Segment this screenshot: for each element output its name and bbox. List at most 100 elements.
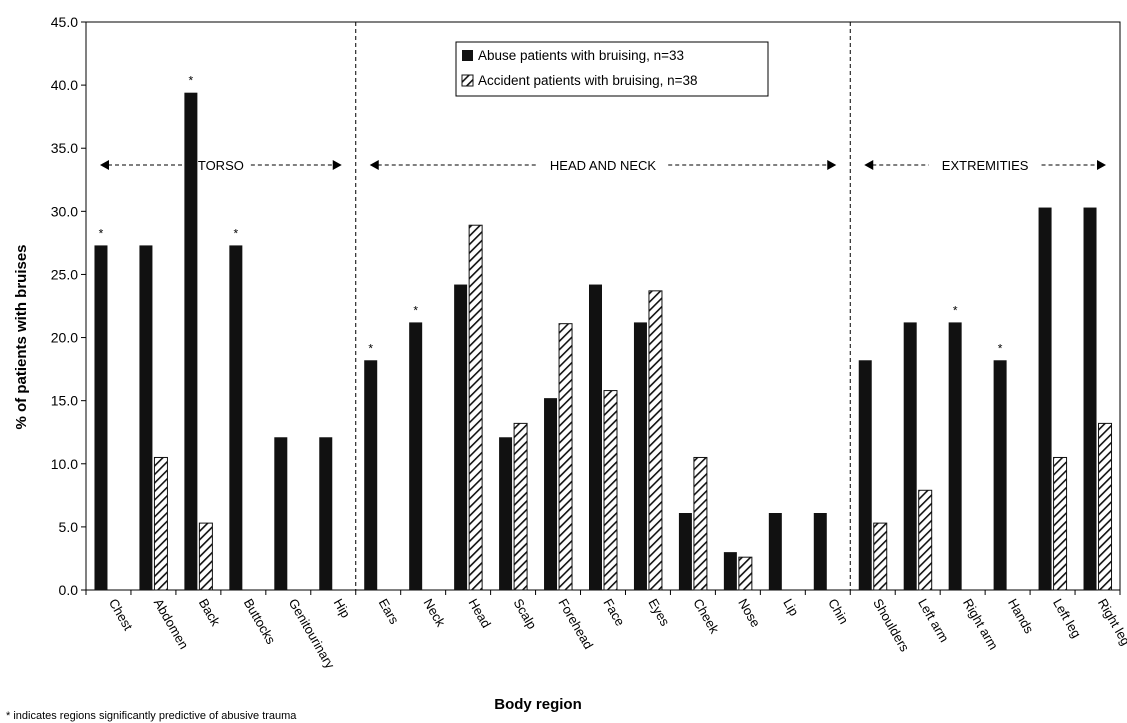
y-tick-label: 10.0 [51, 456, 78, 472]
bar-abuse [454, 284, 468, 590]
x-tick-label: Nose [735, 596, 763, 630]
bar-abuse [364, 360, 378, 590]
y-tick-label: 5.0 [59, 519, 79, 535]
significance-star: * [99, 226, 104, 240]
x-tick-label: Hip [331, 596, 354, 620]
bar-accident [198, 522, 213, 591]
section-arrowhead-right [827, 160, 837, 170]
significance-star: * [234, 226, 239, 240]
x-tick-label: Hands [1005, 596, 1037, 636]
plot-area [85, 21, 1121, 591]
bar-abuse [229, 245, 243, 590]
bar-abuse [813, 513, 827, 590]
bar-abuse [409, 322, 423, 590]
x-tick-label: Right leg [1095, 596, 1127, 648]
section-label: TORSO [198, 158, 244, 173]
x-tick-label: Forehead [555, 596, 596, 652]
y-axis-title: % of patients with bruises [13, 244, 30, 429]
y-tick-label: 40.0 [51, 77, 78, 93]
x-tick-label: Lip [780, 596, 802, 619]
bar-abuse [858, 360, 872, 590]
bar-abuse [723, 552, 737, 590]
bar-abuse [544, 398, 558, 590]
bar-accident [468, 224, 483, 591]
significance-markers: * * * * * * * [99, 74, 1003, 356]
y-tick-label: 30.0 [51, 203, 78, 219]
plot-frame [85, 21, 1121, 591]
y-tick-label: 20.0 [51, 330, 78, 346]
bar-abuse [768, 513, 782, 590]
x-tick-label: Shoulders [870, 596, 913, 655]
bar-accident [873, 522, 888, 591]
x-tick-label: Buttocks [241, 596, 279, 647]
x-tick-label: Genitourinary [286, 596, 338, 672]
x-tick-label: Right arm [960, 596, 1001, 652]
x-tick-label: Back [196, 596, 224, 629]
y-tick-label: 15.0 [51, 393, 78, 409]
x-tick-label: Chin [825, 596, 851, 627]
bar-abuse [499, 437, 513, 590]
section-arrowhead-right [332, 160, 342, 170]
section-labels: TORSO HEAD AND NECK EXTREMITIES [100, 158, 1106, 173]
x-tick-label: Chest [106, 596, 136, 633]
y-axis: 0.0 5.0 10.0 15.0 20.0 25.0 30.0 35.0 40.0 45.0 [51, 14, 86, 598]
y-tick-label: 35.0 [51, 140, 78, 156]
bar-abuse [589, 284, 602, 590]
significance-star: * [189, 74, 194, 88]
bar-accident [1098, 422, 1113, 591]
bar-abuse [139, 245, 153, 590]
x-tick-label: Left arm [915, 596, 952, 645]
section-arrowhead-right [1097, 160, 1106, 170]
x-tick-label: Head [466, 596, 495, 630]
legend-box [455, 41, 769, 97]
bar-accident [738, 556, 753, 591]
bar-abuse [903, 322, 917, 590]
bar-accident [648, 290, 663, 591]
bar-abuse [184, 92, 198, 590]
bar-abuse [1083, 207, 1097, 590]
significance-star: * [368, 341, 373, 355]
x-tick-label: Neck [421, 596, 449, 630]
section-label: HEAD AND NECK [550, 158, 657, 173]
bar-abuse [633, 322, 647, 590]
legend-label-abuse: Abuse patients with bruising, n=33 [478, 48, 684, 63]
x-tick-label: Scalp [510, 596, 539, 632]
legend-swatch-abuse [462, 50, 473, 61]
significance-star: * [998, 341, 1003, 355]
footnote: * indicates regions significantly predic… [6, 710, 297, 722]
bar-accident [513, 422, 528, 591]
bar-accident [918, 489, 933, 591]
section-arrowhead-left [369, 160, 379, 170]
legend-swatch-accident [461, 74, 474, 87]
x-tick-label: Cheek [690, 596, 722, 636]
x-tick-label: Ears [376, 596, 403, 627]
bar-abuse [948, 322, 962, 590]
legend: Abuse patients with bruising, n=33 Accid… [455, 41, 769, 97]
x-tick-label: Left leg [1050, 596, 1084, 640]
section-label: EXTREMITIES [942, 158, 1029, 173]
x-axis: Chest Abdomen Back Buttocks GenitourinaryHip… [85, 590, 1127, 672]
section-arrowhead-left [100, 160, 109, 170]
bar-accident [558, 323, 573, 591]
bar-abuse [319, 437, 333, 590]
significance-star: * [413, 303, 418, 317]
x-axis-title: Body region [494, 696, 582, 713]
y-tick-label: 0.0 [59, 582, 79, 598]
bar-abuse [274, 437, 288, 590]
bar-abuse [678, 513, 692, 590]
bar-accident [603, 390, 618, 591]
x-tick-label: Abdomen [151, 596, 192, 652]
bar-accident [693, 456, 708, 591]
x-tick-label: Eyes [645, 596, 673, 629]
bar-abuse [1038, 207, 1052, 590]
bar-accident [1053, 456, 1068, 591]
legend-label-accident: Accident patients with bruising, n=38 [478, 73, 698, 88]
significance-star: * [953, 303, 958, 317]
x-tick-label: Face [600, 596, 627, 629]
section-dividers [355, 22, 851, 590]
bar-accident [153, 456, 168, 591]
y-tick-label: 25.0 [51, 266, 78, 282]
bar-abuse [993, 360, 1007, 590]
bar-abuse [94, 245, 108, 590]
